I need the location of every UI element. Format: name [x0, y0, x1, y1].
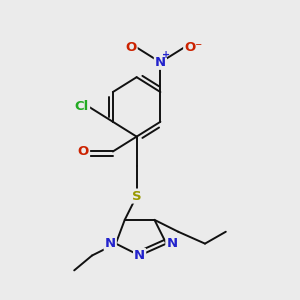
- Text: O: O: [125, 41, 136, 54]
- Text: N: N: [155, 56, 166, 69]
- Text: +: +: [162, 50, 170, 60]
- Text: N: N: [166, 237, 178, 250]
- Text: O: O: [78, 145, 89, 158]
- Text: N: N: [105, 237, 116, 250]
- Text: N: N: [134, 249, 145, 262]
- Text: Cl: Cl: [75, 100, 89, 113]
- Text: O⁻: O⁻: [184, 41, 202, 54]
- Text: S: S: [132, 190, 141, 202]
